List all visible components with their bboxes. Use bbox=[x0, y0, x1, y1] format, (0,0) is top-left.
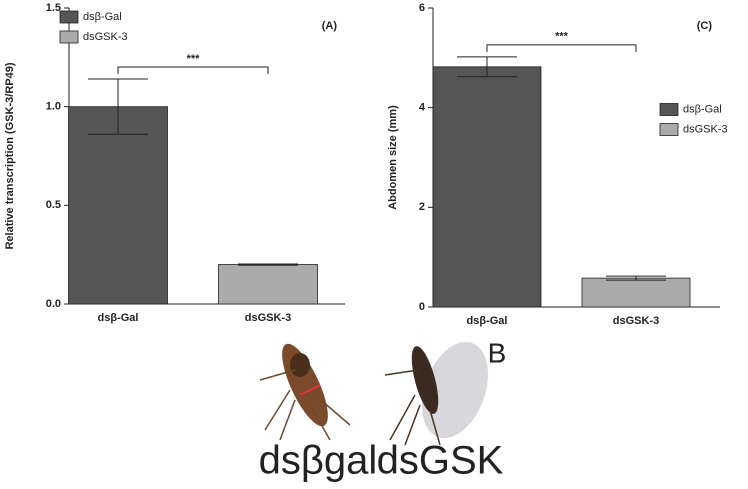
legend-swatch bbox=[659, 123, 679, 136]
y-tick-label: 0.5 bbox=[46, 199, 61, 211]
bar bbox=[218, 264, 318, 305]
y-axis-label: Relative transcription (GSK-3/RP49) bbox=[4, 62, 16, 249]
y-tick-label: 1.5 bbox=[46, 2, 61, 14]
y-tick-label: 4 bbox=[419, 102, 426, 114]
mosquito-photo-2 bbox=[384, 341, 488, 446]
panel-label: B bbox=[488, 337, 507, 368]
image-caption: dsGSK bbox=[377, 439, 504, 483]
y-tick-label: 1.0 bbox=[46, 101, 61, 113]
legend-label: dsGSK-3 bbox=[683, 123, 728, 135]
legend-swatch bbox=[59, 30, 79, 44]
legend-swatch bbox=[659, 103, 679, 116]
panel-annotation: (C) bbox=[697, 20, 713, 32]
significance-label: *** bbox=[187, 53, 201, 65]
significance-label: *** bbox=[555, 31, 569, 43]
y-tick-label: 6 bbox=[419, 2, 425, 14]
x-tick-label: dsβ-Gal bbox=[98, 312, 139, 324]
bar bbox=[581, 277, 691, 308]
legend-swatch bbox=[59, 10, 79, 24]
x-tick-label: dsGSK-3 bbox=[245, 312, 291, 324]
panel-annotation: (A) bbox=[322, 20, 338, 32]
x-tick-label: dsGSK-3 bbox=[613, 315, 659, 327]
y-tick-label: 0 bbox=[419, 301, 425, 313]
y-tick-label: 2 bbox=[419, 201, 425, 213]
image-caption: dsβgal bbox=[259, 439, 378, 483]
mosquito-photo-1 bbox=[259, 343, 351, 441]
y-tick-label: 0.0 bbox=[46, 298, 61, 310]
significance-bracket bbox=[486, 44, 637, 52]
legend-label: dsβ-Gal bbox=[683, 103, 722, 115]
y-axis-label: Abdomen size (mm) bbox=[387, 105, 399, 210]
legend-label: dsβ-Gal bbox=[83, 11, 122, 23]
significance-bracket bbox=[117, 66, 269, 75]
bar bbox=[432, 66, 542, 308]
bar bbox=[68, 106, 168, 305]
x-tick-label: dsβ-Gal bbox=[467, 315, 508, 327]
legend-label: dsGSK-3 bbox=[83, 31, 128, 43]
